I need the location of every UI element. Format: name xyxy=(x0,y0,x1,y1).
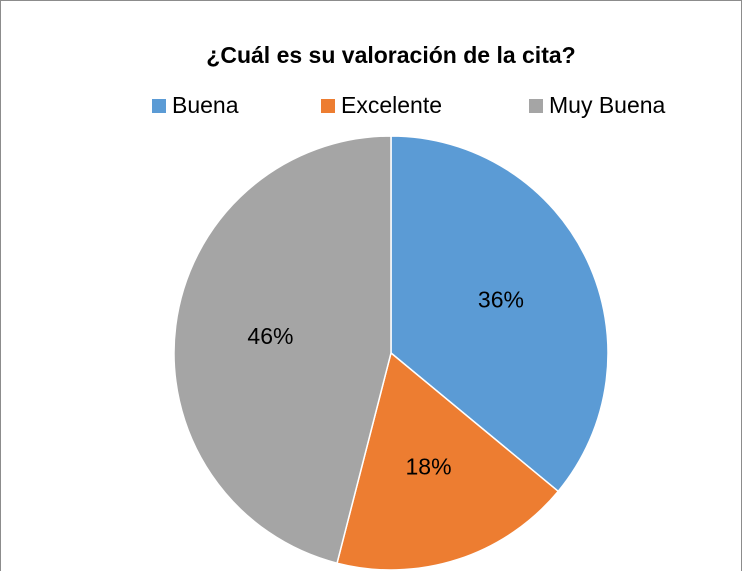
pie-slice xyxy=(336,351,560,571)
data-label: 18% xyxy=(406,454,452,480)
legend-label: Muy Buena xyxy=(549,92,666,118)
legend-swatch xyxy=(529,99,543,113)
data-label: 46% xyxy=(247,323,293,349)
legend-swatch xyxy=(152,99,166,113)
legend-swatch xyxy=(321,99,335,113)
chart-title: ¿Cuál es su valoración de la cita? xyxy=(206,42,575,68)
pie-slice xyxy=(390,135,609,493)
data-label: 36% xyxy=(478,286,524,312)
legend-label: Excelente xyxy=(341,92,442,118)
legend-label: Buena xyxy=(172,92,239,118)
pie-slice xyxy=(173,135,392,565)
